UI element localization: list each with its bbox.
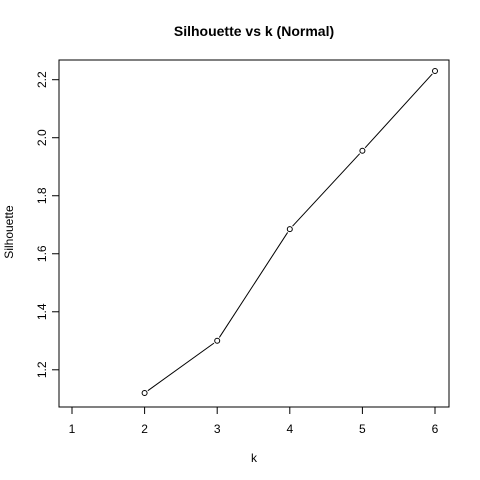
series-line-segment: [364, 73, 433, 149]
plot-box: [58, 59, 450, 408]
series-line-segment: [292, 153, 361, 227]
y-tick-label: 1.8: [35, 187, 49, 204]
x-tick-label: 6: [432, 422, 439, 436]
series-line-segment: [147, 342, 215, 392]
x-tick-label: 3: [214, 422, 221, 436]
x-tick-label: 2: [141, 422, 148, 436]
y-axis-label: Silhouette: [2, 205, 16, 259]
data-point: [286, 226, 293, 233]
y-tick-label: 1.4: [35, 303, 49, 320]
y-axis: 1.2 1.4 1.6 1.8 2.0 2.2: [35, 71, 60, 378]
x-axis: 1 2 3 4 5 6: [69, 406, 439, 436]
data-point: [214, 337, 221, 344]
y-tick-label: 2.2: [35, 71, 49, 88]
series-line-segment: [218, 232, 289, 338]
y-tick-label: 1.2: [35, 361, 49, 378]
data-point: [141, 390, 148, 396]
data-point: [359, 147, 366, 154]
series-layer: [141, 68, 438, 396]
chart-title: Silhouette vs k (Normal): [174, 23, 334, 39]
y-tick-label: 2.0: [35, 129, 49, 146]
x-tick-label: 1: [69, 422, 76, 436]
data-point: [432, 68, 438, 74]
x-tick-label: 5: [359, 422, 366, 436]
y-tick-label: 1.6: [35, 245, 49, 262]
x-tick-label: 4: [286, 422, 293, 436]
x-axis-label: k: [251, 451, 258, 465]
